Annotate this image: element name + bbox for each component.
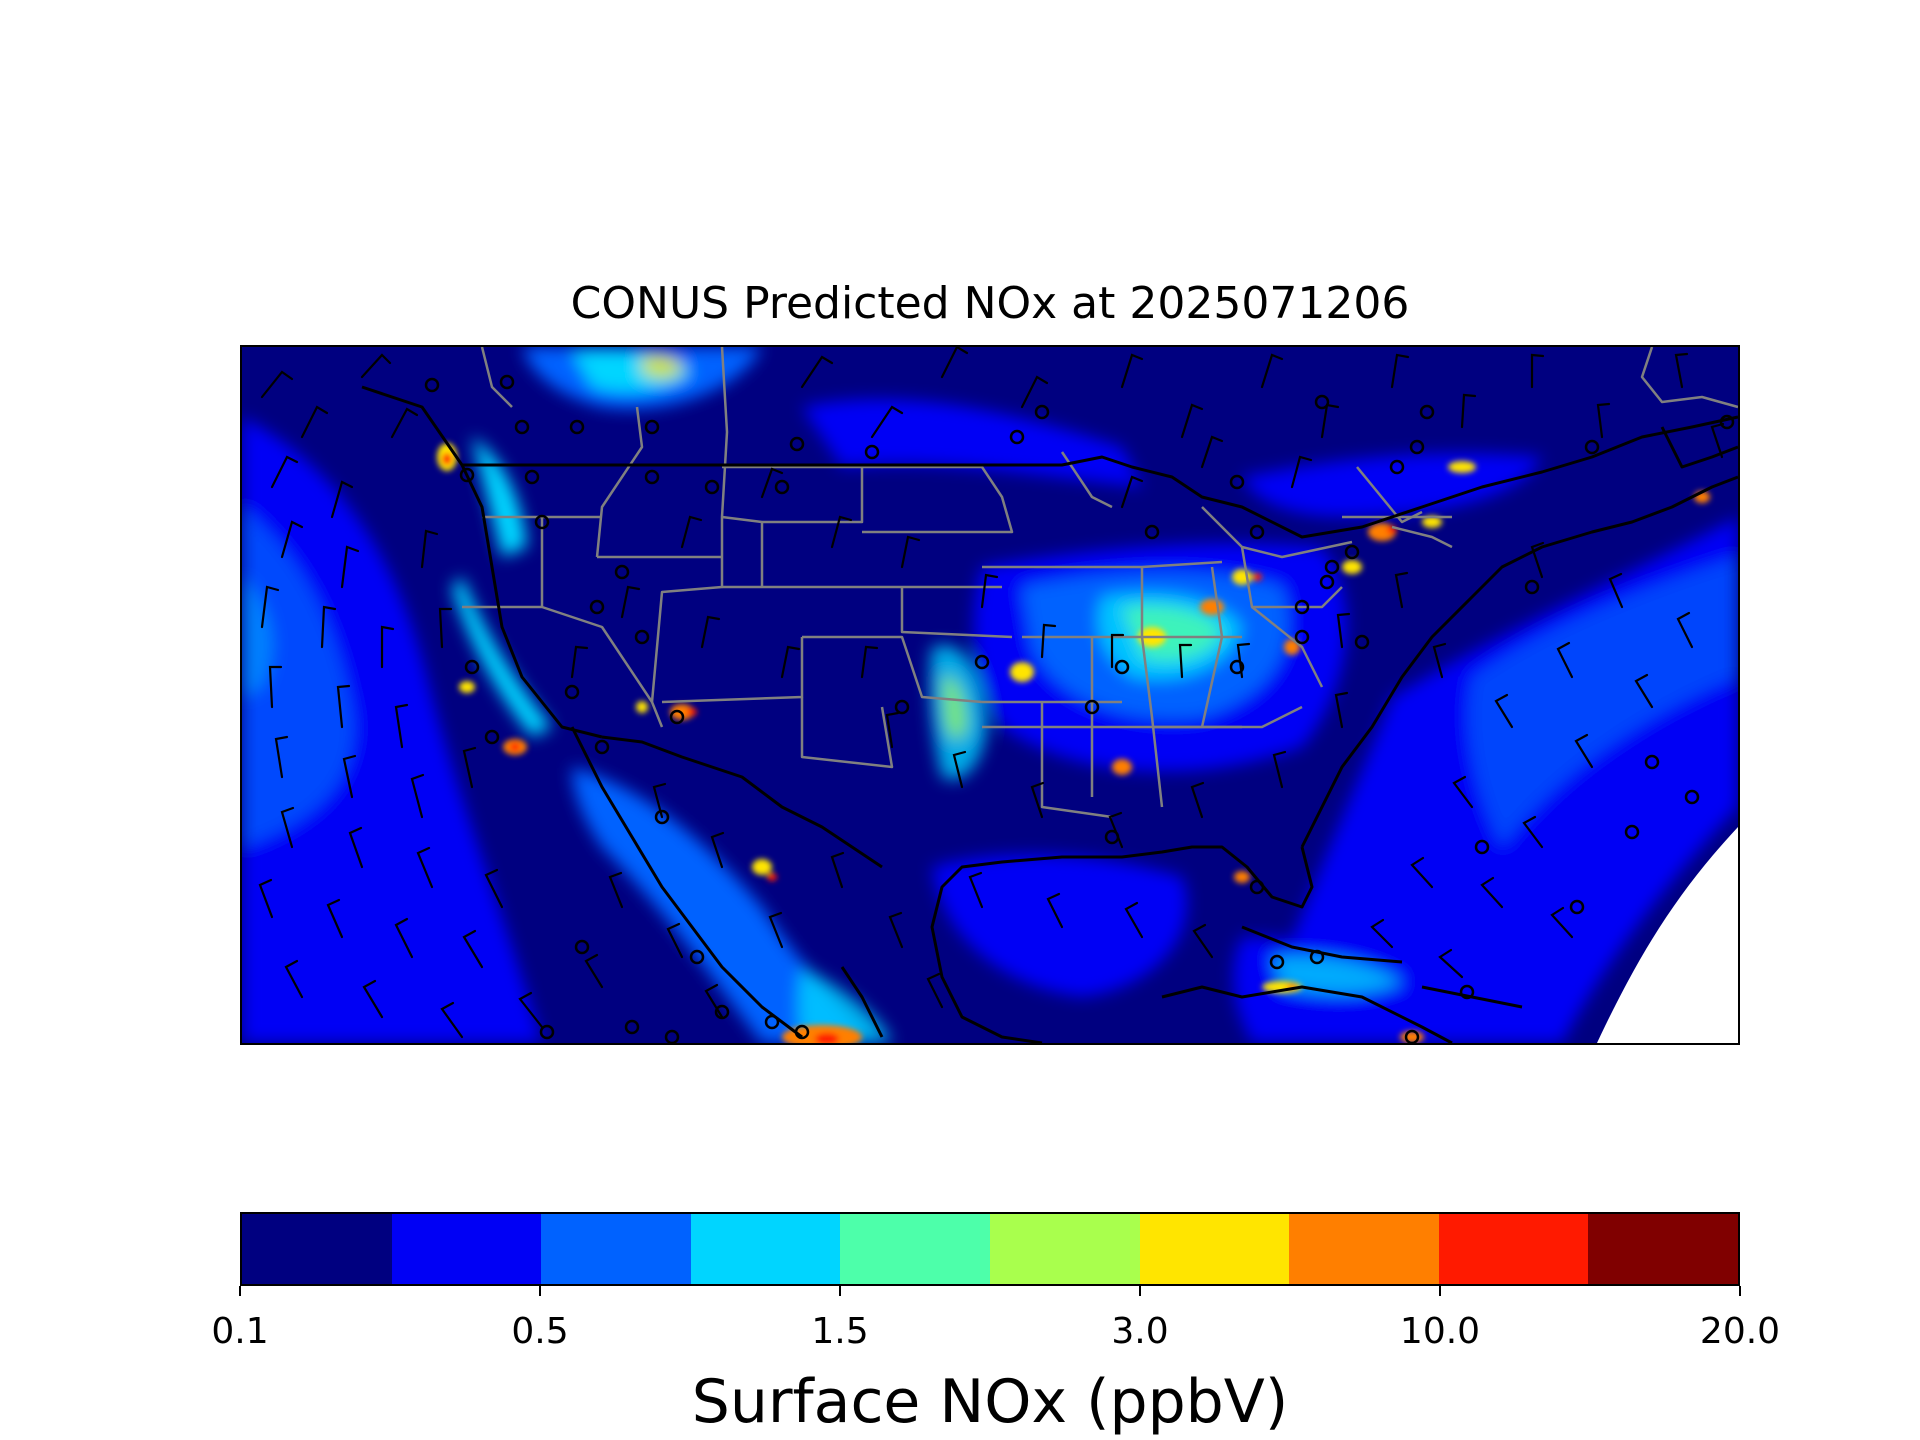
map-title: CONUS Predicted NOx at 2025071206 — [570, 278, 1410, 329]
colorbar-segment — [391, 1214, 542, 1284]
nox-concentration-field — [242, 347, 1738, 1043]
colorbar-tick-label: 10.0 — [1399, 1311, 1481, 1352]
colorbar-segment — [1289, 1214, 1439, 1284]
colorbar — [240, 1212, 1740, 1286]
colorbar-segment — [989, 1214, 1140, 1284]
colorbar-segment — [541, 1214, 691, 1284]
colorbar-label: Surface NOx (ppbV) — [691, 1367, 1289, 1437]
state-borders — [462, 347, 1738, 819]
colorbar-segment — [840, 1214, 990, 1284]
no-data-region — [1597, 827, 1738, 1043]
colorbar-tick — [239, 1286, 241, 1296]
colorbar-tick-label: 3.0 — [1111, 1311, 1169, 1352]
colorbar-segment — [1438, 1214, 1589, 1284]
colorbar-tick — [1139, 1286, 1141, 1296]
colorbar-segment — [690, 1214, 841, 1284]
colorbar-segment — [1139, 1214, 1290, 1284]
map-plot — [242, 347, 1738, 1043]
colorbar-tick — [839, 1286, 841, 1296]
colorbar-tick-label: 0.5 — [511, 1311, 569, 1352]
colorbar-tick — [1439, 1286, 1441, 1296]
colorbar-tick — [539, 1286, 541, 1296]
colorbar-tick-label: 1.5 — [811, 1311, 869, 1352]
map-panel — [240, 345, 1740, 1045]
colorbar-segment — [242, 1214, 392, 1284]
calm-wind-markers — [424, 374, 1735, 1043]
wind-barbs — [258, 347, 1725, 1039]
colorbar-segment — [1588, 1214, 1738, 1284]
colorbar-tick-label: 20.0 — [1699, 1311, 1781, 1352]
colorbar-tick — [1739, 1286, 1741, 1296]
colorbar-tick-label: 0.1 — [211, 1311, 269, 1352]
